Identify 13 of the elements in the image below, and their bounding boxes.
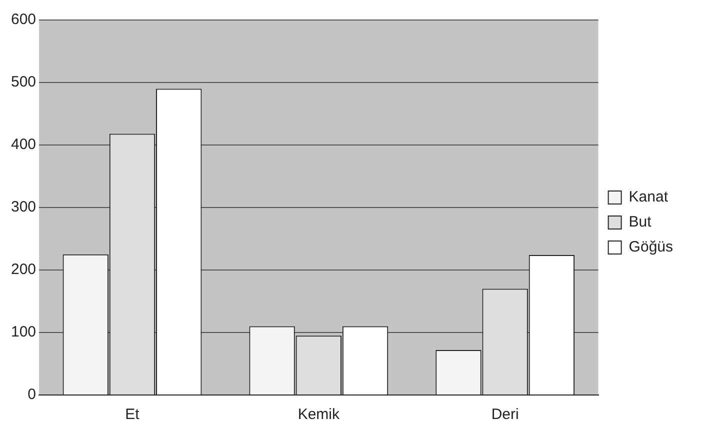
legend-label: Kanat (628, 188, 669, 206)
legend-label: But (628, 214, 652, 231)
y-tick-label: 100 (10, 324, 36, 341)
x-tick-label: Kemik (298, 406, 340, 424)
legend-label: Göğüs (628, 238, 674, 256)
y-tick-label: 600 (10, 11, 36, 28)
y-tick-label: 500 (10, 74, 36, 91)
y-tick-label: 300 (10, 198, 36, 216)
y-tick-label: 200 (10, 261, 36, 278)
y-tick-label: 0 (28, 386, 36, 404)
x-tick-label: Et (125, 406, 140, 424)
y-tick-label: 400 (10, 136, 36, 154)
x-tick-label: Deri (491, 406, 519, 424)
